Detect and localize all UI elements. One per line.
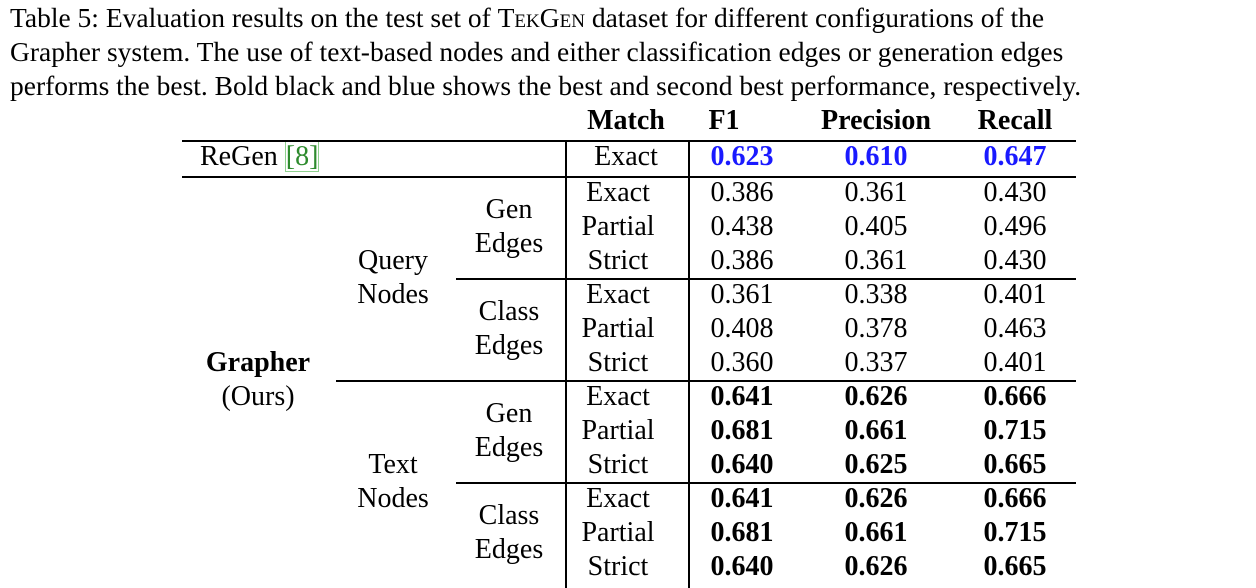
- cell-match: Partial: [581, 211, 655, 242]
- cell-f1: 0.360: [710, 347, 774, 378]
- cell-precision: 0.361: [844, 177, 908, 208]
- edge-group-label: Class: [478, 296, 540, 327]
- cell-match: Strict: [587, 449, 649, 480]
- node-group-label: Text: [368, 449, 418, 480]
- table-caption: Table 5: Evaluation results on the test …: [10, 1, 1250, 103]
- cell-f1: 0.386: [710, 177, 774, 208]
- caption-line-2: Grapher system. The use of text-based no…: [10, 36, 1064, 67]
- cell-precision: 0.626: [844, 381, 908, 412]
- cell-recall: 0.401: [983, 279, 1047, 310]
- header-f1: F1: [708, 105, 740, 136]
- edge-group-label: Edges: [474, 534, 544, 565]
- cell-recall: 0.666: [983, 381, 1047, 412]
- cell-f1: 0.681: [710, 517, 774, 548]
- edge-group-label: Edges: [474, 432, 544, 463]
- edge-group-label: Edges: [474, 330, 544, 361]
- edge-group-label: Gen: [485, 398, 533, 429]
- cell-match: Exact: [586, 381, 650, 412]
- cell-match: Partial: [581, 517, 655, 548]
- cell-precision: 0.661: [844, 415, 908, 446]
- cell-match: Strict: [587, 551, 649, 582]
- cell-match: Partial: [581, 313, 655, 344]
- cell-precision: 0.361: [844, 245, 908, 276]
- edge-group-label: Edges: [474, 228, 544, 259]
- cell-recall: 0.665: [983, 551, 1047, 582]
- rule-group: [336, 380, 1076, 382]
- regen-precision: 0.610: [844, 141, 908, 172]
- cell-precision: 0.378: [844, 313, 908, 344]
- cell-recall: 0.715: [983, 415, 1047, 446]
- cell-recall: 0.463: [983, 313, 1047, 344]
- cell-match: Strict: [587, 347, 649, 378]
- cell-precision: 0.338: [844, 279, 908, 310]
- header-precision: Precision: [821, 105, 931, 136]
- vrule-match: [565, 140, 567, 588]
- citation-link[interactable]: [8]: [284, 141, 320, 172]
- cell-f1: 0.641: [710, 381, 774, 412]
- cell-f1: 0.361: [710, 279, 774, 310]
- edge-group-label: Gen: [485, 194, 533, 225]
- rule-group: [456, 482, 1076, 484]
- regen-recall: 0.647: [983, 141, 1047, 172]
- vrule-f1: [688, 140, 690, 588]
- cell-match: Partial: [581, 415, 655, 446]
- cell-precision: 0.626: [844, 551, 908, 582]
- cell-f1: 0.386: [710, 245, 774, 276]
- rule-top: [182, 140, 1076, 142]
- cell-match: Exact: [586, 279, 650, 310]
- cell-f1: 0.438: [710, 211, 774, 242]
- cell-match: Exact: [586, 483, 650, 514]
- regen-label: ReGen [8]: [200, 141, 320, 172]
- dataset-name: TekGen: [497, 2, 585, 33]
- cell-precision: 0.661: [844, 517, 908, 548]
- cell-match: Strict: [587, 245, 649, 276]
- header-recall: Recall: [977, 105, 1053, 136]
- cell-f1: 0.640: [710, 551, 774, 582]
- cell-recall: 0.496: [983, 211, 1047, 242]
- caption-line-3: performs the best. Bold black and blue s…: [10, 70, 1082, 101]
- node-group-label: Nodes: [357, 483, 429, 514]
- caption-line-1: Table 5: Evaluation results on the test …: [10, 2, 1045, 33]
- grapher-label: Grapher: [205, 347, 311, 378]
- cell-f1: 0.408: [710, 313, 774, 344]
- regen-f1: 0.623: [710, 141, 774, 172]
- cell-f1: 0.641: [710, 483, 774, 514]
- edge-group-label: Class: [478, 500, 540, 531]
- header-match: Match: [587, 105, 665, 136]
- regen-match: Exact: [594, 141, 658, 172]
- cell-recall: 0.665: [983, 449, 1047, 480]
- rule-below-regen: [182, 176, 1076, 178]
- cell-recall: 0.430: [983, 245, 1047, 276]
- node-group-label: Query: [358, 245, 428, 276]
- cell-match: Exact: [586, 177, 650, 208]
- cell-f1: 0.681: [710, 415, 774, 446]
- cell-recall: 0.666: [983, 483, 1047, 514]
- cell-recall: 0.430: [983, 177, 1047, 208]
- cell-precision: 0.337: [844, 347, 908, 378]
- cell-precision: 0.405: [844, 211, 908, 242]
- cell-recall: 0.715: [983, 517, 1047, 548]
- cell-recall: 0.401: [983, 347, 1047, 378]
- cell-f1: 0.640: [710, 449, 774, 480]
- grapher-note: (Ours): [221, 381, 295, 412]
- node-group-label: Nodes: [357, 279, 429, 310]
- cell-precision: 0.626: [844, 483, 908, 514]
- cell-precision: 0.625: [844, 449, 908, 480]
- rule-group: [456, 278, 1076, 280]
